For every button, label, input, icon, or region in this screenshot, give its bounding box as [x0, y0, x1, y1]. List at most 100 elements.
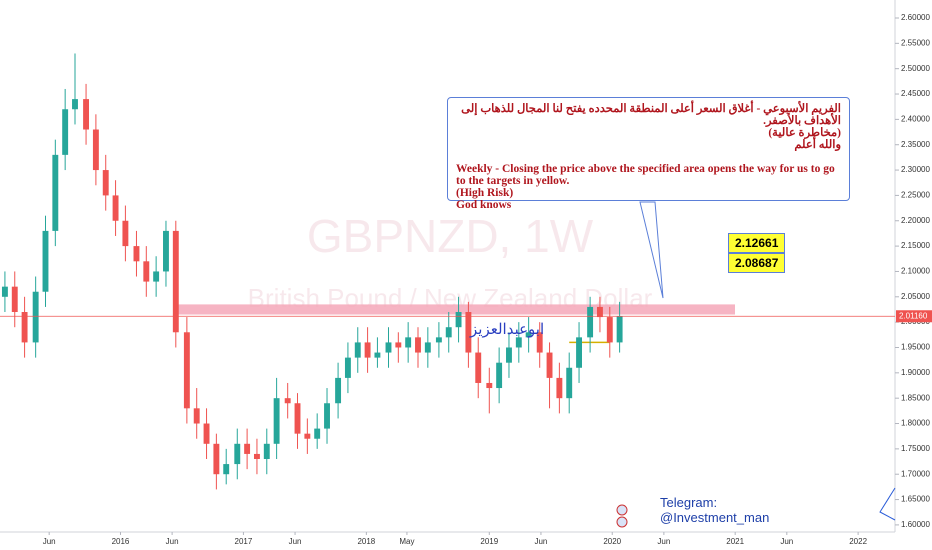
candle-body	[354, 342, 361, 358]
callout-pointer	[639, 201, 664, 299]
zone	[175, 304, 735, 315]
x-tick-label: 2017	[235, 537, 253, 546]
candle-body	[616, 316, 623, 343]
candle-body	[424, 342, 431, 353]
signature: ابوعبدالعزيز	[470, 321, 545, 338]
x-tick-label: 2019	[480, 537, 498, 546]
target-label: 2.12661	[728, 233, 786, 253]
candle-body	[385, 342, 392, 353]
candle-body	[344, 357, 351, 378]
candle-body	[83, 99, 90, 130]
drawing	[879, 487, 896, 521]
telegram-line: @Investment_man	[660, 510, 770, 525]
y-tick-label: 2.45000	[901, 89, 930, 98]
candle-body	[183, 332, 190, 409]
y-tick-label: 2.40000	[901, 114, 930, 123]
candle-body	[324, 403, 330, 429]
candle-body	[374, 352, 381, 358]
candle-body	[203, 423, 210, 444]
candle-body	[486, 382, 493, 389]
candle-body	[506, 347, 512, 363]
watermark-title: GBPNZD, 1W	[307, 210, 594, 262]
y-tick-label: 1.75000	[901, 444, 930, 453]
candle-body	[364, 342, 371, 358]
candle-body	[21, 312, 28, 343]
x-tick-label: Jun	[43, 537, 56, 546]
candle-body	[465, 312, 472, 353]
x-tick-label: 2022	[849, 537, 867, 546]
annotation-ar: والله أعلم	[794, 139, 841, 151]
event-icon	[616, 516, 628, 528]
x-tick-label: 2021	[726, 537, 744, 546]
candle-body	[122, 220, 129, 247]
candle-body	[234, 443, 241, 465]
y-tick-label: 2.15000	[901, 241, 930, 250]
candle-body	[445, 327, 452, 338]
candle-body	[143, 261, 150, 282]
x-tick-label: Jun	[534, 537, 547, 546]
annotation-en: (High Risk)	[456, 187, 514, 199]
y-tick-label: 2.55000	[901, 38, 930, 47]
candle-body	[11, 286, 18, 313]
candle-body	[395, 342, 402, 348]
y-tick-label: 2.05000	[901, 292, 930, 301]
candle-body	[304, 433, 311, 439]
y-tick-label: 2.30000	[901, 165, 930, 174]
candle-body	[475, 352, 482, 383]
telegram-line: Telegram:	[660, 495, 718, 510]
candle-body	[133, 246, 140, 262]
y-tick-label: 2.35000	[901, 140, 930, 149]
candle-body	[32, 291, 39, 343]
candle-body	[294, 403, 301, 434]
y-tick-label: 1.70000	[901, 469, 930, 478]
candle-body	[42, 230, 49, 292]
candle-body	[435, 337, 442, 343]
candle-body	[163, 230, 169, 272]
candle-body	[1, 286, 8, 297]
candle-body	[536, 332, 543, 353]
candle-body	[72, 99, 78, 110]
candle-body	[223, 464, 230, 475]
candle-body	[153, 271, 160, 282]
candle-body	[172, 230, 179, 333]
candle-body	[213, 443, 220, 475]
candle-body	[273, 398, 280, 444]
x-tick-label: May	[399, 537, 414, 546]
candle-body	[284, 398, 291, 404]
candle-body	[415, 337, 421, 353]
candle-body	[102, 170, 109, 196]
candle-body	[244, 443, 251, 454]
y-tick-label: 2.10000	[901, 267, 930, 276]
annotation-ar: الفريم الأسبوعي - أغلاق السعر أعلى المنط…	[461, 103, 841, 127]
x-tick-label: 2018	[357, 537, 375, 546]
y-tick-label: 1.60000	[901, 520, 930, 529]
annotation: الفريم الأسبوعي - أغلاق السعر أعلى المنط…	[447, 97, 850, 211]
last-price-label: 2.01160	[899, 311, 928, 320]
y-tick-label: 1.65000	[901, 495, 930, 504]
y-tick-label: 1.85000	[901, 393, 930, 402]
x-tick-label: 2016	[112, 537, 130, 546]
candle-body	[455, 312, 462, 328]
candle-body	[314, 428, 321, 439]
y-tick-label: 1.80000	[901, 419, 930, 428]
candle-body	[263, 443, 270, 460]
x-tick-label: Jun	[657, 537, 670, 546]
telegram: Telegram: @Investment_man	[660, 495, 769, 525]
x-tick-label: 2020	[603, 537, 621, 546]
candle-body	[52, 154, 59, 231]
candle-body	[566, 367, 573, 399]
candle-body	[596, 306, 603, 318]
annotation-ar: (مخاطرة عالية)	[768, 127, 841, 139]
candle-body	[193, 408, 200, 424]
candle-body	[515, 337, 522, 348]
candle-body	[576, 337, 582, 368]
annotation-en: God knows	[456, 199, 512, 211]
event-icon	[616, 504, 628, 516]
candle-body	[525, 332, 532, 338]
candle-body	[92, 129, 99, 171]
target-label: 2.08687	[728, 253, 786, 273]
y-tick-label: 2.25000	[901, 191, 930, 200]
y-tick-label: 1.95000	[901, 343, 930, 352]
candle-body	[587, 306, 594, 338]
y-tick-label: 2.20000	[901, 216, 930, 225]
